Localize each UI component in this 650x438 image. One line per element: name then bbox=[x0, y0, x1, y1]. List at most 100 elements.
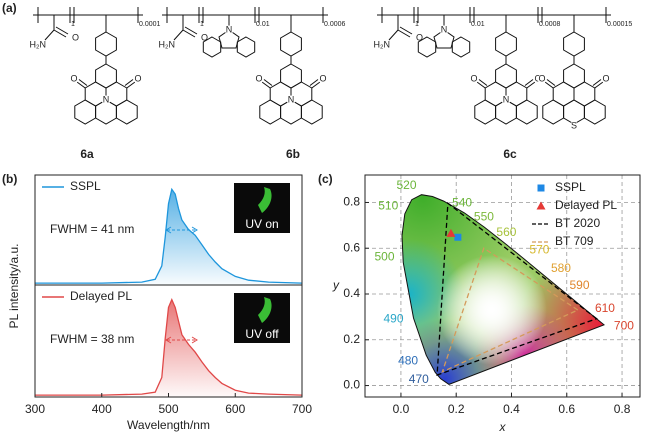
atom-label: O bbox=[134, 73, 141, 83]
bond bbox=[524, 79, 534, 86]
bond bbox=[397, 29, 411, 38]
bond bbox=[594, 81, 604, 89]
atom-label: O bbox=[72, 32, 79, 42]
panel-label: (a) bbox=[2, 1, 17, 15]
legend-label: BT 2020 bbox=[555, 216, 600, 230]
atom-bg bbox=[196, 33, 206, 43]
ring bbox=[583, 99, 606, 125]
atom-label: N bbox=[503, 94, 510, 104]
atom-bg bbox=[224, 25, 234, 35]
inset-glow bbox=[258, 187, 272, 213]
atom-bg bbox=[170, 40, 180, 50]
panel-label: (b) bbox=[2, 172, 17, 186]
x-axis-title: Wavelength/nm bbox=[127, 418, 210, 432]
atom-bg bbox=[286, 95, 296, 105]
bond bbox=[53, 29, 67, 38]
legend-label: BT 709 bbox=[555, 234, 594, 248]
inset-glow bbox=[258, 297, 272, 323]
ring bbox=[451, 36, 471, 58]
x-tick-label: 0.0 bbox=[393, 402, 410, 416]
bond bbox=[311, 81, 321, 89]
wavelength-label: 560 bbox=[496, 225, 516, 239]
legend-label: SSPL bbox=[70, 179, 101, 193]
subscript: 1 bbox=[415, 21, 419, 28]
atom-label: O bbox=[255, 73, 262, 83]
bond bbox=[544, 81, 554, 89]
bond bbox=[184, 26, 198, 35]
wavelength-label: 480 bbox=[398, 353, 418, 367]
bond bbox=[399, 26, 413, 35]
wavelength-label: 540 bbox=[452, 195, 472, 209]
compound-label: 6c bbox=[503, 147, 517, 161]
x-tick-label: 300 bbox=[25, 402, 45, 416]
bond bbox=[526, 81, 536, 89]
ring bbox=[433, 29, 455, 49]
ring bbox=[515, 99, 538, 125]
wavelength-label: 610 bbox=[595, 301, 615, 315]
atom-label: N bbox=[288, 94, 295, 104]
spectrum-area bbox=[35, 189, 302, 285]
atom-label: O bbox=[201, 32, 208, 42]
atom-label: N bbox=[103, 94, 110, 104]
atom-label: N bbox=[441, 24, 448, 34]
spectrum-line bbox=[35, 297, 303, 396]
bond bbox=[478, 79, 488, 86]
legend-label: SSPL bbox=[555, 180, 586, 194]
wavelength-label: 570 bbox=[529, 243, 549, 257]
atom-bg bbox=[101, 95, 111, 105]
plot-frame bbox=[364, 174, 641, 398]
y-tick-label: 0.0 bbox=[343, 378, 360, 392]
atom-bg bbox=[254, 74, 264, 84]
arrow-head bbox=[165, 226, 198, 234]
x-tick-label: 0.4 bbox=[503, 402, 520, 416]
bond bbox=[592, 79, 602, 86]
x-tick-label: 500 bbox=[158, 402, 178, 416]
y-axis-title: PL intensity/a.u. bbox=[7, 244, 21, 329]
atom-bg bbox=[133, 74, 143, 84]
atom-bg bbox=[469, 74, 479, 84]
atom-bg bbox=[41, 40, 51, 50]
gamut-triangle bbox=[436, 201, 598, 376]
y-axis-title: y bbox=[332, 278, 340, 292]
bond bbox=[263, 79, 273, 86]
inset-label: UV off bbox=[245, 327, 279, 341]
wavelength-label: 550 bbox=[474, 209, 494, 223]
atom-bg bbox=[569, 121, 579, 131]
atom-bg bbox=[385, 40, 395, 50]
spectrum-line bbox=[35, 187, 303, 284]
point bbox=[536, 201, 546, 210]
bond bbox=[173, 29, 184, 41]
ring bbox=[218, 29, 240, 49]
wavelength-label: 700 bbox=[614, 318, 634, 332]
atom-label: H₂N bbox=[30, 39, 47, 49]
point bbox=[446, 228, 456, 237]
atom-label: H₂N bbox=[374, 39, 391, 49]
ring bbox=[115, 99, 138, 125]
bond bbox=[388, 29, 399, 41]
atom-bg bbox=[537, 74, 547, 84]
subscript: 1 bbox=[71, 21, 75, 28]
compound-label: 6a bbox=[80, 147, 94, 161]
bond bbox=[309, 79, 319, 86]
x-tick-label: 700 bbox=[292, 402, 312, 416]
subscript: 0.0006 bbox=[324, 21, 346, 28]
bond bbox=[124, 79, 134, 86]
atom-label: O bbox=[470, 73, 477, 83]
x-tick-label: 600 bbox=[225, 402, 245, 416]
wavelength-label: 590 bbox=[569, 278, 589, 292]
atom-label: N bbox=[226, 24, 233, 34]
bond bbox=[44, 29, 55, 41]
atom-bg bbox=[318, 74, 328, 84]
wavelength-label: 580 bbox=[551, 261, 571, 275]
atom-label: O bbox=[319, 73, 326, 83]
atom-label: H₂N bbox=[159, 39, 176, 49]
x-axis-title: x bbox=[499, 420, 507, 434]
bond bbox=[261, 81, 271, 89]
ring bbox=[236, 36, 256, 58]
ring bbox=[202, 36, 222, 58]
wavelength-label: 520 bbox=[396, 178, 416, 192]
atom-label: O bbox=[602, 73, 609, 83]
atom-label: O bbox=[538, 73, 545, 83]
